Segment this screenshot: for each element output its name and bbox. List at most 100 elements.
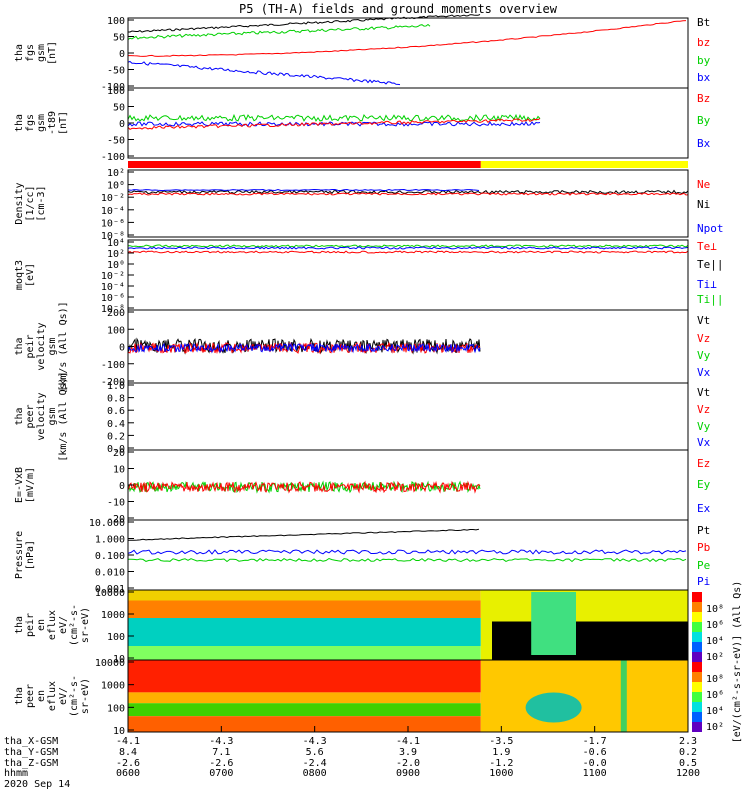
ytick-label: 10² <box>107 249 125 260</box>
spectrogram-band <box>128 590 481 601</box>
legend-pt: Pt <box>697 524 710 537</box>
xtick-value: 0600 <box>116 768 140 779</box>
legend-pi: Pi <box>697 575 710 588</box>
spectrogram-cyan-region <box>525 692 582 723</box>
xtick-value: -0.6 <box>583 747 607 758</box>
xtick-value: 3.9 <box>399 747 417 758</box>
ylabel-line: velocity <box>36 392 47 440</box>
status-bar-red <box>128 161 481 168</box>
ytick-label: 100 <box>107 632 125 643</box>
panel-frame <box>127 382 689 451</box>
xtick-value: 5.6 <box>306 747 324 758</box>
ylabel-line: tha <box>14 687 25 705</box>
ylabel-line: [nT] <box>47 41 58 65</box>
series-npot <box>127 188 480 192</box>
legend-bx: Bx <box>697 137 711 150</box>
legend-vx: Vx <box>697 366 711 379</box>
panel-frame <box>127 169 689 238</box>
ylabel-line: [mV/m] <box>25 467 36 503</box>
series-pe <box>127 557 687 563</box>
legend-vz: Vz <box>697 403 710 416</box>
colorbar-segment <box>692 712 702 722</box>
ytick-label: 200 <box>107 308 125 319</box>
ylabel-line: eV/ <box>58 616 69 634</box>
xtick-value: -4.3 <box>303 736 327 747</box>
ytick-label: 0 <box>119 481 125 492</box>
legend-vx: Vx <box>697 436 711 449</box>
xaxis-row-label: 2020 Sep 14 <box>4 779 70 790</box>
legend-ex: Ex <box>697 502 711 515</box>
ylabel-line: eflux <box>47 610 58 640</box>
ytick-label: 0.8 <box>107 394 125 405</box>
ytick-label: 1000 <box>101 610 125 621</box>
xtick-value: 1200 <box>676 768 700 779</box>
legend-vy: Vy <box>697 420 711 433</box>
xtick-value: -1.7 <box>583 736 607 747</box>
spectrogram-black-region <box>492 621 688 660</box>
ytick-label: -50 <box>107 136 125 147</box>
colorbar-tick: 10⁶ <box>706 690 724 701</box>
ytick-label: 20 <box>113 448 125 459</box>
ylabel-line: tha <box>14 44 25 62</box>
panel-frame <box>127 519 689 591</box>
xtick-value: -4.1 <box>396 736 420 747</box>
ylabel-line: peir <box>25 334 36 358</box>
plot-title: P5 (TH-A) fields and ground moments over… <box>239 2 558 16</box>
ylabel-line: [km/s (All Qs)] <box>58 301 69 391</box>
legend-bz: Bz <box>697 92 710 105</box>
legend-bt: Bt <box>697 16 710 29</box>
legend-npot: Npot <box>697 222 724 235</box>
ylabel-line: [cm-3] <box>36 185 47 221</box>
xaxis-row-label: hhmm <box>4 768 28 779</box>
colorbar-segment <box>692 602 702 612</box>
legend-ti⊥: Ti⊥ <box>697 278 717 291</box>
ylabel-line: [nPa] <box>25 540 36 570</box>
colorbar-segment <box>692 672 702 682</box>
ytick-label: -10 <box>107 498 125 509</box>
colorbar-segment <box>692 702 702 712</box>
spectrogram-band <box>128 600 481 618</box>
ylabel-line: gsm <box>36 114 47 132</box>
ytick-label: 100 <box>107 703 125 714</box>
ytick-label: -20 <box>107 514 125 525</box>
series-bt <box>128 14 481 33</box>
xtick-value: 0.2 <box>679 747 697 758</box>
legend-vt: Vt <box>697 386 710 399</box>
series-ti-par <box>128 244 689 248</box>
panel-6: 1.0 0.80.6 0.40.2 0.0 tha peer velocity gsm [km/… <box>14 371 711 461</box>
ytick-label: -100 <box>101 82 125 93</box>
colorbar-tick: 10² <box>706 652 724 663</box>
ytick-label: 10² <box>107 168 125 179</box>
legend-vy: Vy <box>697 349 711 362</box>
ytick-label: 10⁻⁶ <box>101 293 125 304</box>
ylabel-line: tha <box>14 616 25 634</box>
legend-vt: Vt <box>697 314 710 327</box>
colorbar-tick: 10² <box>706 722 724 733</box>
ylabel-line: -t89 <box>47 111 58 135</box>
series-pi <box>127 549 687 555</box>
ylabel-line: gsm <box>47 337 58 355</box>
legend-ne: Ne <box>697 178 710 191</box>
ylabel-line: [eV] <box>25 263 36 287</box>
legend-by: By <box>697 114 711 127</box>
ytick-label: 10⁰ <box>107 260 125 271</box>
ytick-label: 10000 <box>95 588 125 599</box>
legend-vz: Vz <box>697 332 710 345</box>
panel-1: 100 50 0 -50 -100 tha fgs gsm [nT] Bt bz by bx <box>14 14 711 93</box>
colorbar-segment <box>692 622 702 632</box>
ylabel-line: [km/s (All Qs)] <box>58 371 69 461</box>
ytick-label: 100 <box>107 16 125 27</box>
ylabel-line: peir <box>25 613 36 637</box>
xtick-value: 0900 <box>396 768 420 779</box>
ytick-label: 10⁻⁸ <box>101 231 125 242</box>
panel-10: 10000 1000 100 10 tha peer en eflux eV/(cm²-s-sr… <box>14 658 689 737</box>
xtick-value: -0.0 <box>583 758 607 769</box>
colorbar-tick: 10⁸ <box>706 674 724 685</box>
ytick-label: 10⁻⁴ <box>101 282 125 293</box>
ytick-label: 10000 <box>95 658 125 669</box>
colorbar-tick: 10⁶ <box>706 620 724 631</box>
panel-2: 100 50 0 -50 -100 tha fgs gsm -t89 [nT] Bz By Bx <box>14 86 711 163</box>
ylabel-line: tha <box>14 114 25 132</box>
ylabel-line: fgs <box>25 114 36 132</box>
legend-te⊥: Te⊥ <box>697 240 717 253</box>
